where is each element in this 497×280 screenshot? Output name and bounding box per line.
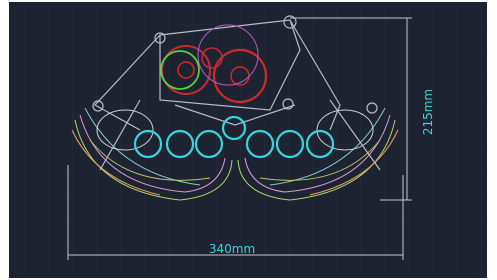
page: 215mm 340mm (() => { const data = JSON.p… <box>0 0 497 280</box>
width-dimension: 340mm <box>209 242 255 256</box>
height-dimension: 215mm <box>421 89 435 135</box>
cad-view: 215mm 340mm <box>0 0 497 280</box>
